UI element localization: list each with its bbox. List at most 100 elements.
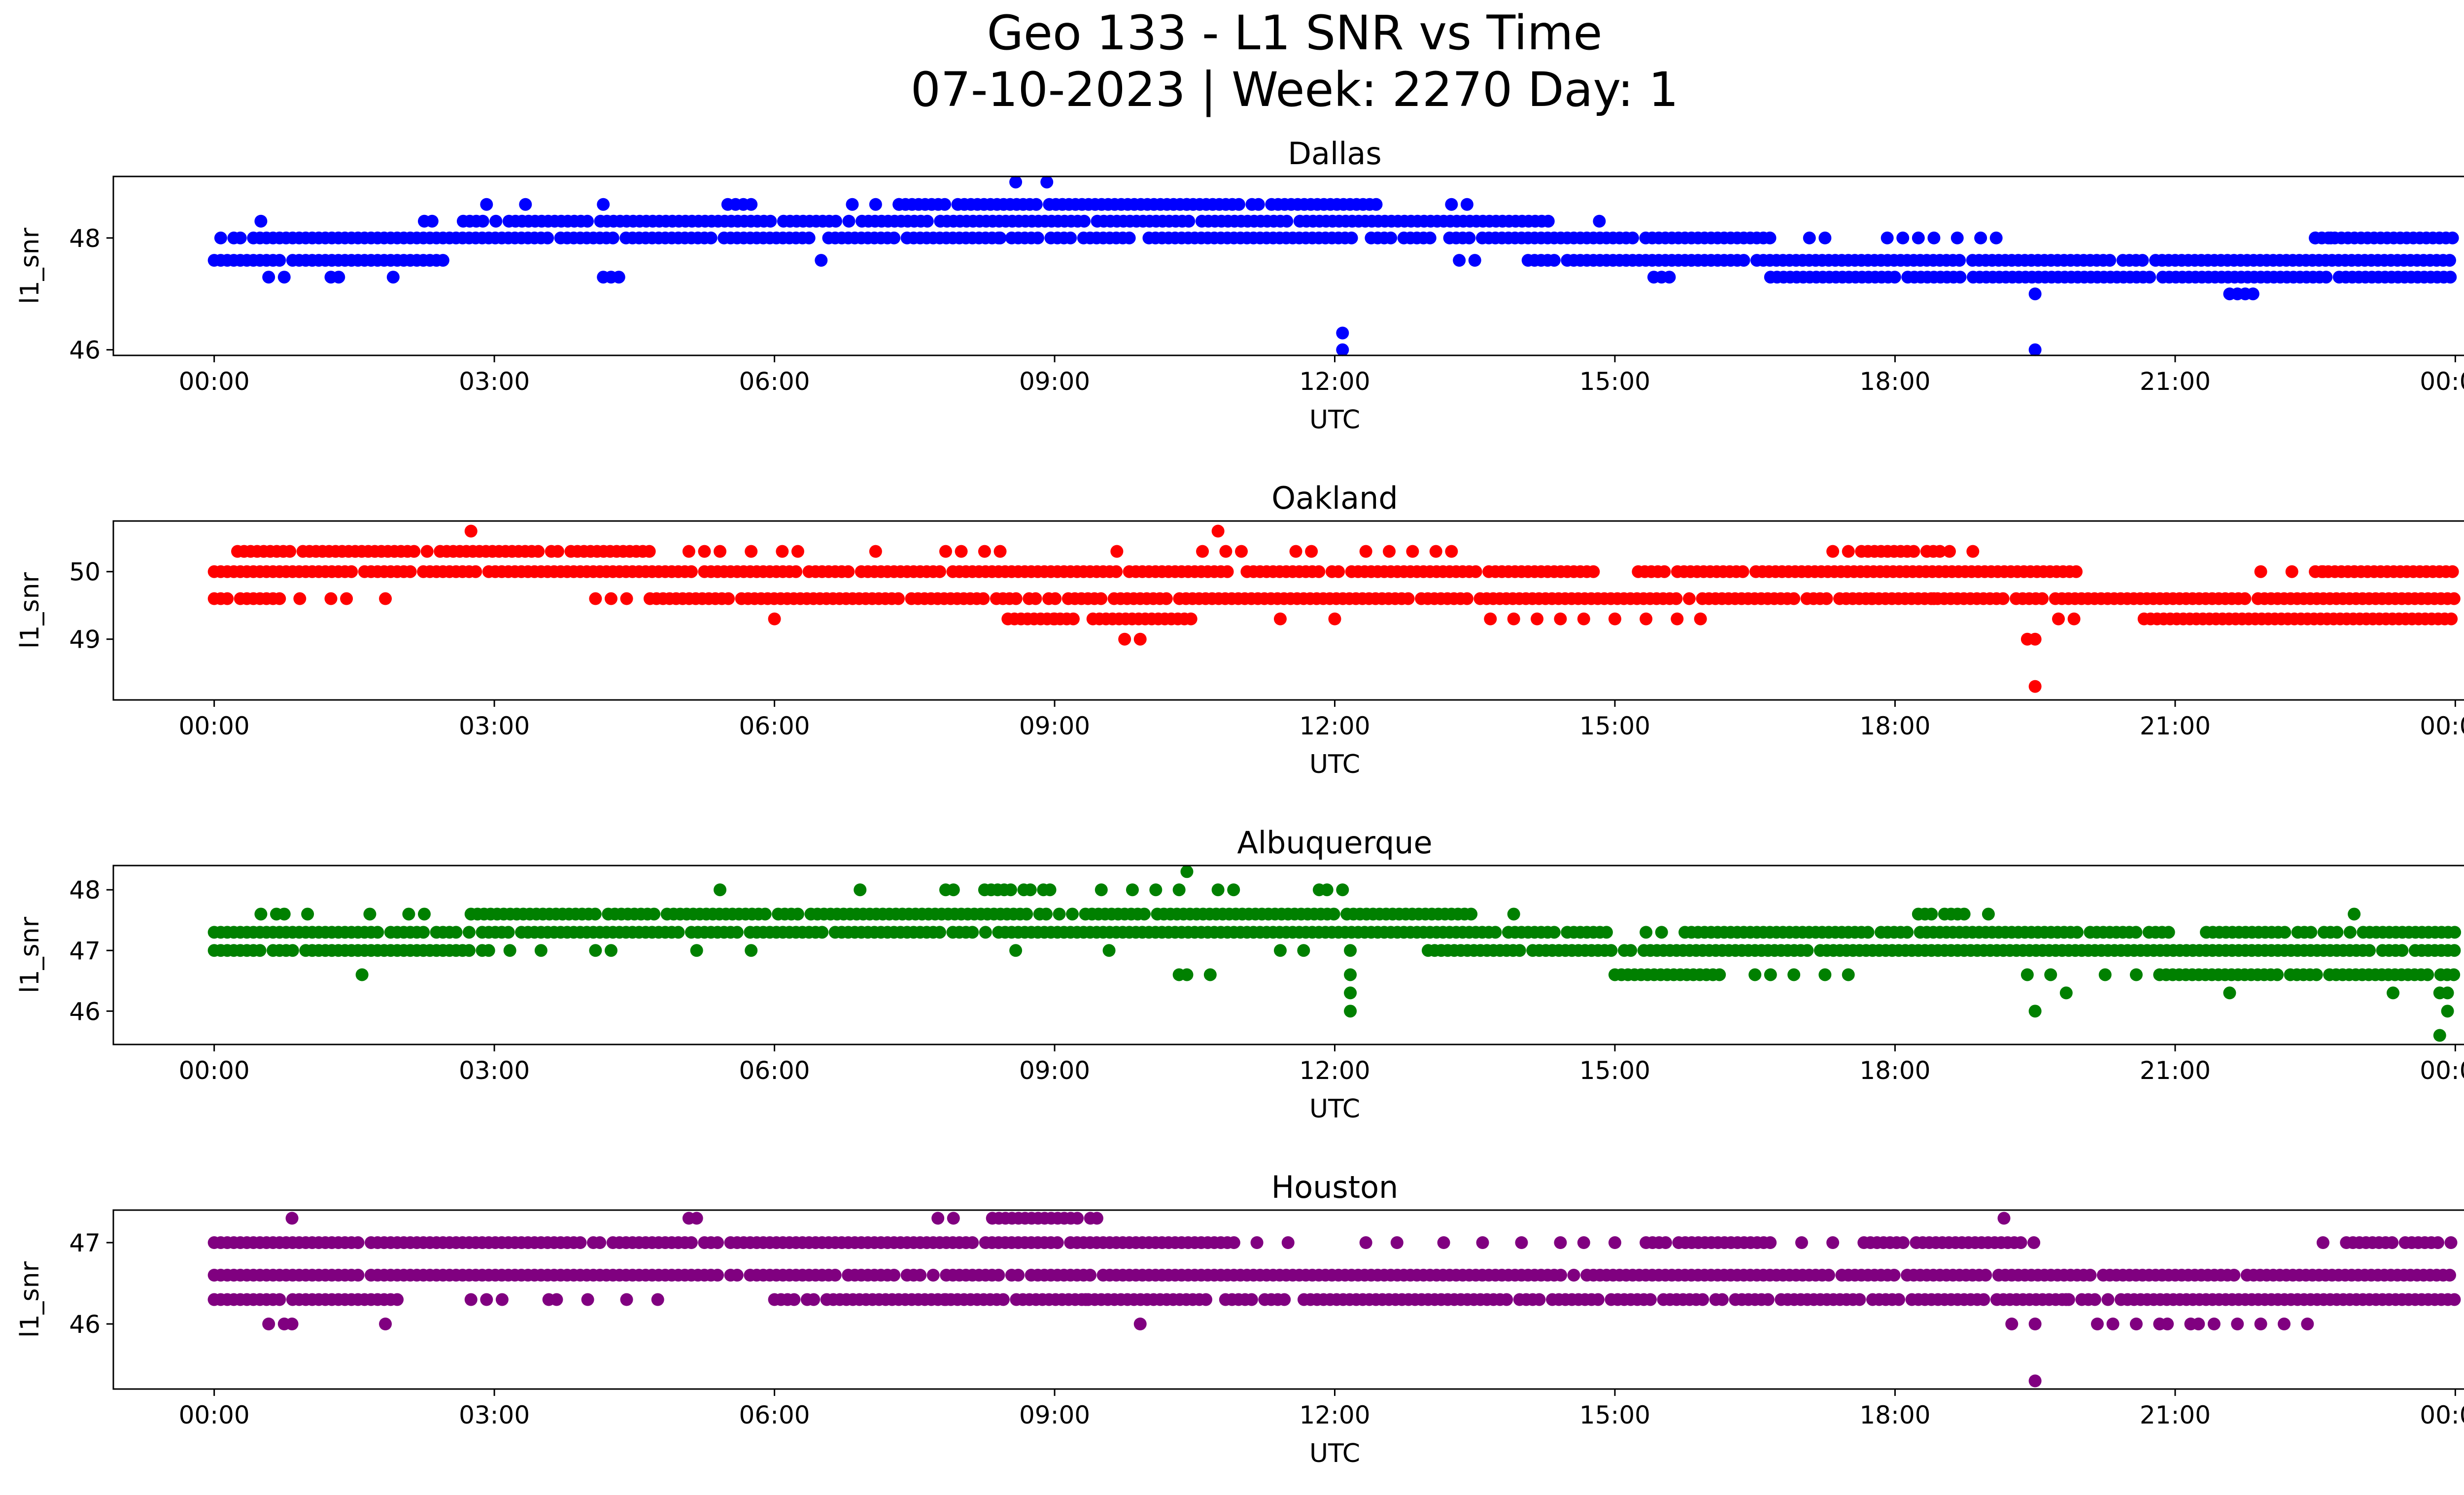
data-point [2444, 271, 2457, 284]
data-point [1123, 231, 1136, 244]
data-point [730, 926, 744, 939]
data-point [1133, 1318, 1147, 1330]
data-point [1826, 1236, 1840, 1249]
x-tick-label: 00:00 [179, 1401, 250, 1429]
data-point [993, 545, 1007, 558]
data-point [1577, 612, 1590, 626]
band-series-4 [1421, 944, 2461, 957]
data-point [776, 545, 789, 558]
data-point [1025, 231, 1038, 244]
data-point [939, 545, 952, 558]
data-point [1460, 198, 1473, 211]
data-point [1320, 883, 1334, 897]
data-point [1453, 254, 1466, 267]
y-tick-label: 50 [69, 558, 101, 587]
data-point [332, 271, 345, 284]
x-axis-label: UTC [1309, 1439, 1360, 1468]
data-point [283, 545, 297, 558]
data-point [2443, 254, 2456, 267]
x-tick-label: 09:00 [1019, 1056, 1090, 1085]
data-point [1953, 254, 1966, 267]
data-point [2254, 1318, 2267, 1330]
data-point [1196, 545, 1209, 558]
x-tick-label: 06:00 [739, 1401, 810, 1429]
data-point [1445, 545, 1458, 558]
data-point [324, 592, 338, 605]
data-point [502, 926, 515, 939]
data-point [1507, 612, 1520, 626]
data-point [417, 926, 430, 939]
data-point [340, 592, 353, 605]
data-point [2028, 1374, 2042, 1388]
data-point [1024, 883, 1037, 897]
band-series-8 [2309, 565, 2459, 578]
data-point [2285, 565, 2298, 578]
data-point [2106, 1318, 2120, 1330]
data-point [2136, 254, 2149, 267]
data-point [1305, 545, 1318, 558]
x-tick-label: 09:00 [1019, 712, 1090, 740]
data-point [807, 1293, 821, 1306]
data-point [2059, 986, 2073, 1000]
data-point [2446, 231, 2459, 244]
data-point [745, 944, 758, 957]
x-axis-label: UTC [1309, 405, 1360, 435]
data-point [612, 271, 625, 284]
data-point [643, 545, 656, 558]
data-point [2052, 612, 2065, 626]
band-series-6 [986, 1212, 1103, 1225]
data-point [402, 907, 415, 921]
subplot-albuquerque: Albuquerque 00:00 03:00 06:00 09:00 12:00 15:0… [15, 825, 2464, 1124]
data-point [1547, 254, 1561, 267]
data-point [846, 198, 859, 211]
x-tick-label: 15:00 [1579, 367, 1650, 396]
data-point [620, 592, 633, 605]
data-point [254, 214, 268, 228]
band-series-6 [978, 883, 1057, 897]
data-point [262, 271, 275, 284]
data-point [1390, 1236, 1403, 1249]
data-point [1402, 592, 1415, 605]
data-point [1126, 883, 1139, 897]
band-series-1 [1678, 926, 2175, 939]
data-point [1235, 545, 1248, 558]
data-point [480, 1293, 493, 1306]
band-series-5 [1842, 545, 1947, 558]
data-point [2227, 1269, 2241, 1282]
data-point [1280, 214, 1294, 228]
data-point [301, 907, 314, 921]
band-series-4 [207, 1293, 404, 1306]
data-point [2310, 968, 2323, 981]
data-point [480, 198, 493, 211]
data-point [1861, 926, 1875, 939]
data-point [1887, 1269, 1901, 1282]
data-point [2446, 565, 2459, 578]
data-point [2103, 254, 2117, 267]
data-point [1469, 565, 1482, 578]
data-point [704, 231, 718, 244]
data-point [345, 565, 358, 578]
data-point [888, 1269, 901, 1282]
data-point [2316, 565, 2329, 578]
y-tick-label: 47 [69, 937, 101, 965]
data-point [2309, 231, 2322, 244]
data-point [802, 231, 816, 244]
data-point [993, 231, 1007, 244]
data-point [1384, 231, 1398, 244]
data-point [2129, 1318, 2143, 1330]
x-axis-label: UTC [1309, 1094, 1360, 1124]
data-point [1974, 231, 1987, 244]
data-point [682, 545, 695, 558]
data-point [745, 198, 758, 211]
x-tick-label: 18:00 [1859, 712, 1930, 740]
data-point [690, 1212, 703, 1225]
data-point [842, 565, 855, 578]
data-point [1359, 545, 1372, 558]
data-point [816, 926, 829, 939]
data-point [1927, 592, 1941, 605]
data-point [351, 1269, 365, 1282]
data-point [2223, 986, 2236, 1000]
data-point [1199, 1293, 1213, 1306]
data-point [1888, 271, 1901, 284]
